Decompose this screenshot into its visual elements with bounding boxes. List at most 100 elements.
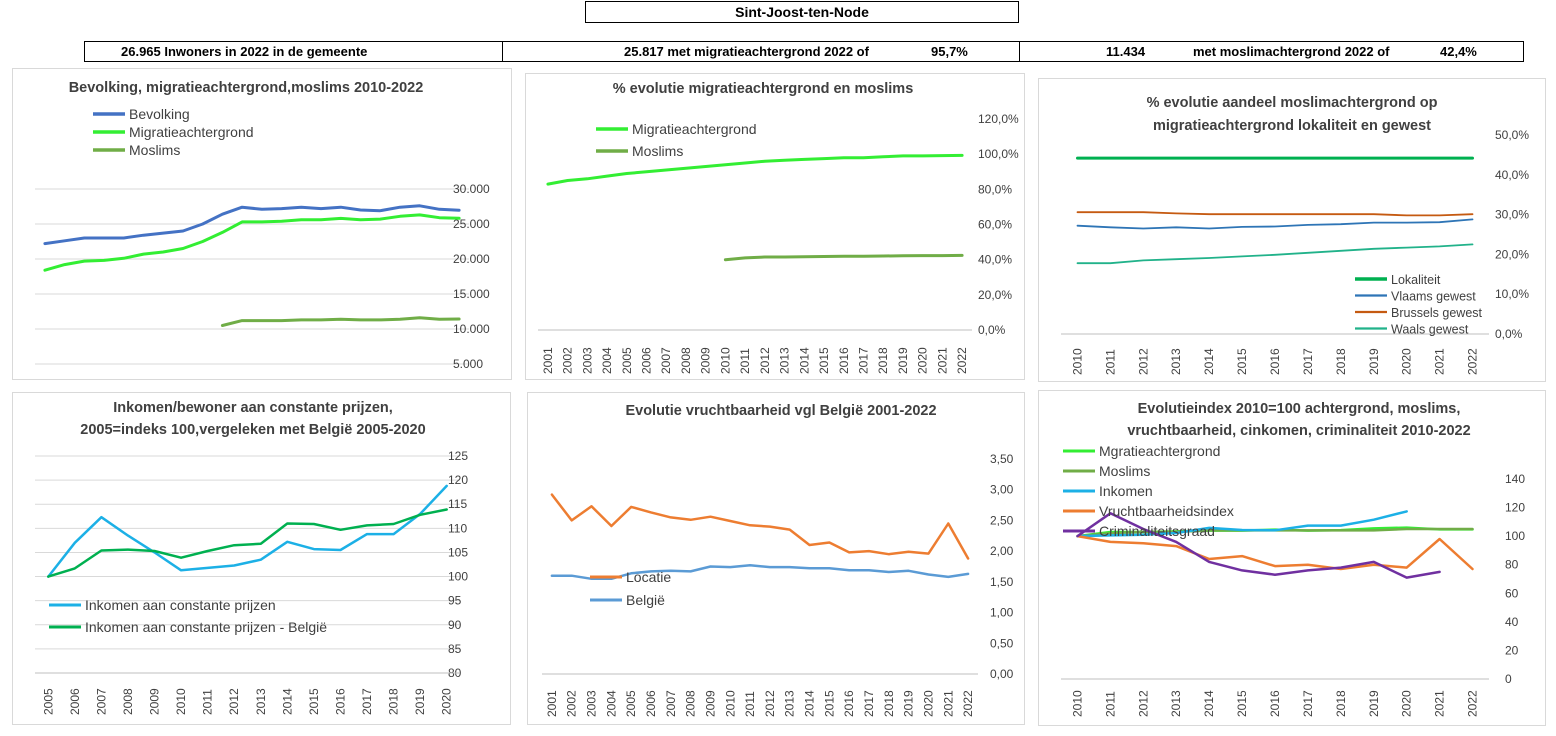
x-tick-label: 2009: [703, 690, 717, 717]
muslim-stat-value: 11.434: [1106, 44, 1146, 59]
x-tick-label: 2008: [121, 688, 135, 715]
x-tick-label: 2021: [941, 690, 955, 717]
y-tick-label: 20,0%: [1495, 247, 1529, 261]
x-tick-label: 2014: [797, 347, 811, 374]
x-tick-label: 2013: [783, 690, 797, 717]
y-tick-label: 0: [1505, 672, 1512, 686]
y-tick-label: 1,50: [990, 575, 1014, 589]
series-line: [1076, 243, 1474, 265]
x-tick-label: 2007: [664, 690, 678, 717]
x-tick-label: 2015: [307, 688, 321, 715]
legend-label: Moslims: [632, 143, 683, 159]
legend-label: Brussels gewest: [1391, 306, 1483, 320]
series-line: [546, 153, 964, 186]
legend-label: Moslims: [129, 142, 180, 158]
y-tick-label: 120: [1505, 501, 1525, 515]
y-tick-label: 100: [1505, 529, 1525, 543]
series-line: [1076, 211, 1474, 217]
y-tick-label: 85: [448, 642, 462, 656]
x-tick-label: 2006: [68, 688, 82, 715]
x-tick-label: 2016: [1268, 348, 1282, 375]
x-tick-label: 2020: [921, 690, 935, 717]
y-tick-label: 140: [1505, 472, 1525, 486]
legend-label: België: [626, 592, 665, 608]
legend-label: Migratieachtergrond: [632, 121, 757, 137]
stats-divider: [502, 42, 503, 61]
y-tick-label: 3,00: [990, 483, 1014, 497]
x-tick-label: 2016: [1268, 690, 1282, 717]
chart-panel-pct-evolution: % evolutie migratieachtergrond en moslim…: [525, 73, 1025, 380]
stats-bar: 26.965 Inwoners in 2022 in de gemeente 2…: [84, 41, 1524, 62]
municipality-title: Sint-Joost-ten-Node: [585, 1, 1019, 23]
x-tick-label: 2015: [1235, 690, 1249, 717]
legend-label: Vlaams gewest: [1391, 290, 1476, 304]
x-tick-label: 2017: [857, 347, 871, 374]
x-tick-label: 2012: [1136, 348, 1150, 375]
x-tick-label: 2022: [1466, 690, 1480, 717]
x-tick-label: 2011: [1103, 691, 1117, 717]
x-tick-label: 2012: [763, 690, 777, 717]
legend-label: Moslims: [1099, 463, 1150, 479]
chart-title: 2005=indeks 100,vergeleken met België 20…: [80, 422, 425, 438]
legend-label: Inkomen aan constante prijzen: [85, 597, 276, 613]
chart-title: Evolutie vruchtbaarheid vgl België 2001-…: [625, 403, 936, 419]
y-tick-label: 10,0%: [1495, 287, 1529, 301]
chart-panel-population: Bevolking, migratieachtergrond,moslims 2…: [12, 68, 512, 380]
y-tick-label: 60,0%: [978, 218, 1012, 232]
x-tick-label: 2011: [743, 691, 757, 717]
x-tick-label: 2018: [1334, 690, 1348, 717]
y-tick-label: 80,0%: [978, 182, 1012, 196]
x-tick-label: 2008: [679, 347, 693, 374]
y-tick-label: 40: [1505, 615, 1519, 629]
x-tick-label: 2020: [1400, 690, 1414, 717]
chart-title: % evolutie aandeel moslimachtergrond op: [1147, 95, 1438, 111]
x-tick-label: 2017: [360, 688, 374, 715]
x-tick-label: 2001: [541, 347, 555, 374]
x-tick-label: 2014: [280, 688, 294, 715]
y-tick-label: 5.000: [453, 357, 483, 371]
legend-label: Vruchtbaarheidsindex: [1099, 503, 1234, 519]
x-tick-label: 2008: [684, 690, 698, 717]
x-tick-label: 2010: [723, 690, 737, 717]
x-tick-label: 2022: [955, 347, 969, 374]
legend-label: Bevolking: [129, 106, 190, 122]
y-tick-label: 10.000: [453, 322, 490, 336]
y-tick-label: 2,00: [990, 544, 1014, 558]
chart-income: Inkomen/bewoner aan constante prijzen, 20…: [35, 400, 468, 715]
legend-label: Mgratieachtergrond: [1099, 443, 1220, 459]
y-tick-label: 20,0%: [978, 288, 1012, 302]
x-tick-label: 2018: [387, 688, 401, 715]
migration-pct: 95,7%: [931, 44, 968, 59]
y-tick-label: 2,50: [990, 513, 1014, 527]
x-tick-label: 2003: [585, 690, 599, 717]
y-tick-label: 95: [448, 594, 462, 608]
x-tick-label: 2022: [1466, 348, 1480, 375]
x-tick-label: 2014: [803, 690, 817, 717]
chart-panel-income: Inkomen/bewoner aan constante prijzen, 20…: [12, 392, 511, 725]
series-line: [1076, 218, 1474, 230]
x-tick-label: 2007: [659, 347, 673, 374]
chart-title: vruchtbaarheid, cinkomen, criminaliteit …: [1127, 423, 1470, 439]
x-tick-label: 2015: [822, 690, 836, 717]
x-tick-label: 2016: [837, 347, 851, 374]
x-tick-label: 2022: [961, 690, 975, 717]
x-tick-label: 2012: [758, 347, 772, 374]
chart-population: Bevolking, migratieachtergrond,moslims 2…: [35, 80, 490, 371]
x-tick-label: 2001: [545, 690, 559, 717]
y-tick-label: 3,50: [990, 452, 1014, 466]
x-tick-label: 2013: [254, 688, 268, 715]
y-tick-label: 100,0%: [978, 147, 1019, 161]
x-tick-label: 2004: [604, 690, 618, 717]
y-tick-label: 115: [448, 497, 467, 511]
y-tick-label: 0,50: [990, 636, 1014, 650]
y-tick-label: 0,0%: [978, 323, 1006, 337]
x-tick-label: 2009: [148, 688, 162, 715]
series-line: [47, 484, 448, 578]
y-tick-label: 50,0%: [1495, 128, 1529, 142]
y-tick-label: 80: [1505, 558, 1519, 572]
chart-panel-fertility: Evolutie vruchtbaarheid vgl België 2001-…: [527, 392, 1025, 725]
series-line: [47, 508, 448, 578]
x-tick-label: 2019: [902, 690, 916, 717]
chart-title: % evolutie migratieachtergrond en moslim…: [613, 81, 914, 97]
legend-label: Lokaliteit: [1391, 273, 1441, 287]
